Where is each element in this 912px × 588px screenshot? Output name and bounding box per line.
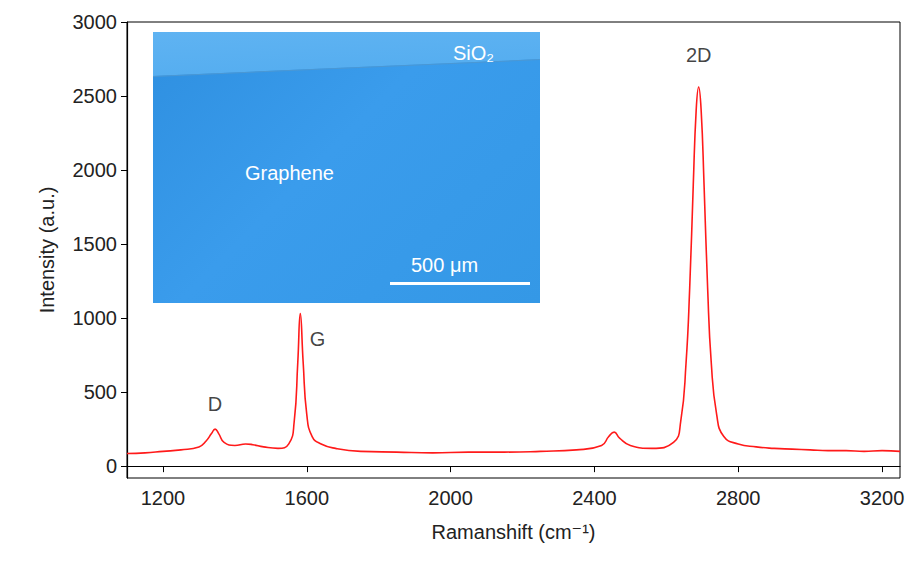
html-text:SiO₂: SiO₂ (453, 42, 495, 64)
svg-text:D: D (208, 393, 222, 415)
svg-text:Intensity (a.u.): Intensity (a.u.) (36, 187, 58, 314)
svg-text:2000: 2000 (73, 159, 118, 181)
svg-text:1500: 1500 (73, 233, 118, 255)
svg-text:2400: 2400 (572, 487, 617, 509)
svg-text:2000: 2000 (428, 487, 473, 509)
svg-text:3000: 3000 (73, 11, 118, 33)
html-text:Graphene: Graphene (245, 162, 334, 184)
svg-text:2500: 2500 (73, 85, 118, 107)
svg-text:500: 500 (84, 381, 117, 403)
svg-text:1600: 1600 (285, 487, 330, 509)
svg-text:1000: 1000 (73, 307, 118, 329)
svg-text:Ramanshift (cm⁻¹): Ramanshift (cm⁻¹) (432, 521, 596, 543)
svg-text:0: 0 (106, 455, 117, 477)
html-text:500 μm: 500 μm (411, 254, 479, 276)
svg-text:1200: 1200 (141, 487, 186, 509)
svg-text:2D: 2D (686, 44, 712, 66)
svg-text:3200: 3200 (860, 487, 905, 509)
svg-text:G: G (310, 328, 326, 350)
svg-text:2800: 2800 (716, 487, 761, 509)
